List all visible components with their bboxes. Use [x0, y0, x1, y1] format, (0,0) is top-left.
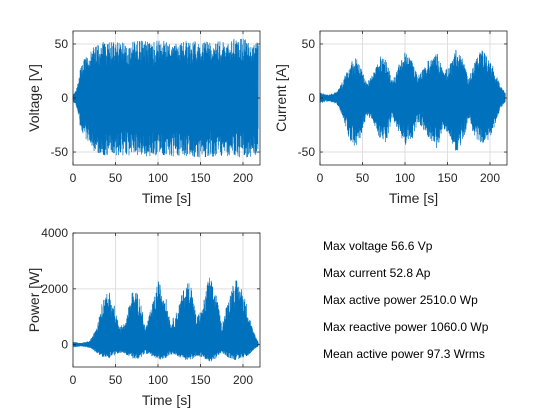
current-series-line [319, 49, 506, 151]
x-tick-label: 200 [233, 373, 253, 387]
y-tick-label: 50 [55, 37, 69, 51]
y-tick-label: 0 [308, 91, 315, 105]
x-tick-label: 50 [109, 373, 123, 387]
stat-max-voltage: Max voltage 56.6 Vp [323, 239, 433, 253]
x-tick-label: 200 [480, 171, 500, 185]
x-tick-label: 0 [317, 171, 324, 185]
y-tick-label: 4000 [41, 226, 68, 240]
stat-max-active-power: Max active power 2510.0 Wp [323, 293, 478, 307]
x-tick-label: 50 [356, 171, 370, 185]
y-tick-label: 0 [61, 338, 68, 352]
x-tick-label: 100 [148, 171, 168, 185]
stats-panel: Max voltage 56.6 Vp Max current 52.8 Ap … [323, 238, 488, 373]
voltage-y-axis-label: Voltage [V] [26, 64, 42, 132]
stat-max-reactive-power: Max reactive power 1060.0 Wp [323, 320, 489, 334]
y-tick-label: 50 [302, 37, 316, 51]
x-tick-label: 150 [190, 171, 210, 185]
x-tick-label: 100 [148, 373, 168, 387]
power-y-axis-label: Power [W] [26, 268, 42, 333]
x-tick-label: 150 [437, 171, 457, 185]
x-tick-label: 0 [70, 373, 77, 387]
power-series-line [72, 277, 259, 362]
voltage-x-axis-label: Time [s] [142, 190, 191, 206]
power-x-axis-label: Time [s] [142, 392, 191, 408]
current-y-axis-label: Current [A] [273, 64, 289, 132]
stat-mean-active-power: Mean active power 97.3 Wrms [323, 347, 485, 361]
y-tick-label: 2000 [41, 282, 68, 296]
current-x-axis-label: Time [s] [389, 190, 438, 206]
y-tick-label: -50 [51, 145, 69, 159]
y-tick-label: -50 [298, 145, 316, 159]
y-tick-label: 0 [61, 91, 68, 105]
x-tick-label: 0 [70, 171, 77, 185]
x-tick-label: 200 [233, 171, 253, 185]
voltage-series-line [72, 38, 259, 158]
stat-max-current: Max current 52.8 Ap [323, 266, 431, 280]
power-axes-box [72, 232, 261, 368]
x-tick-label: 50 [109, 171, 123, 185]
x-tick-label: 150 [190, 373, 210, 387]
x-tick-label: 100 [395, 171, 415, 185]
